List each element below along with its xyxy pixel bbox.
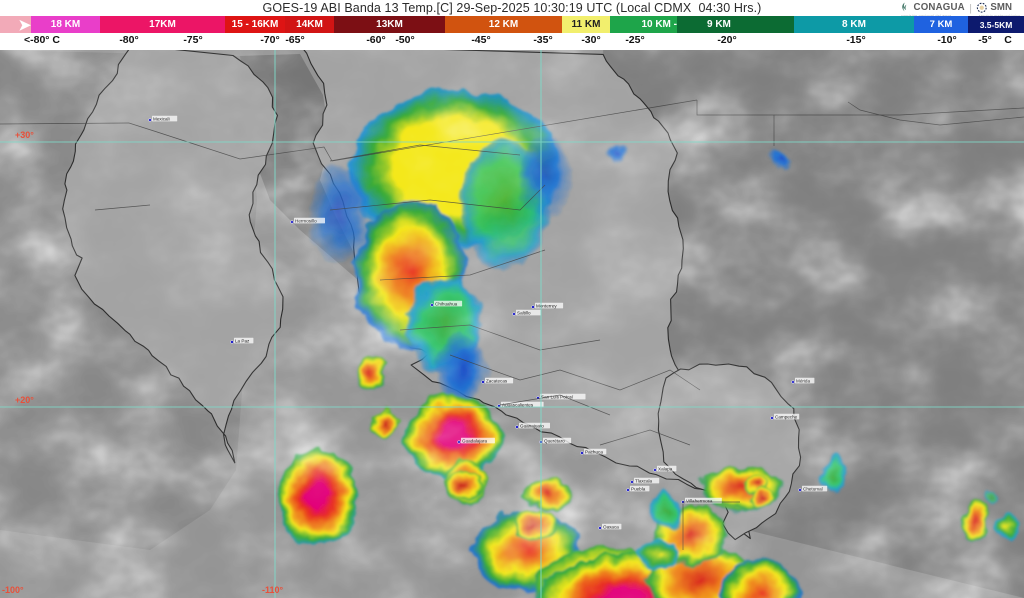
svg-text:+30°: +30° <box>15 130 34 140</box>
svg-text:-100°: -100° <box>2 585 24 595</box>
svg-text:-110°: -110° <box>262 585 284 595</box>
svg-text:+20°: +20° <box>15 395 34 405</box>
